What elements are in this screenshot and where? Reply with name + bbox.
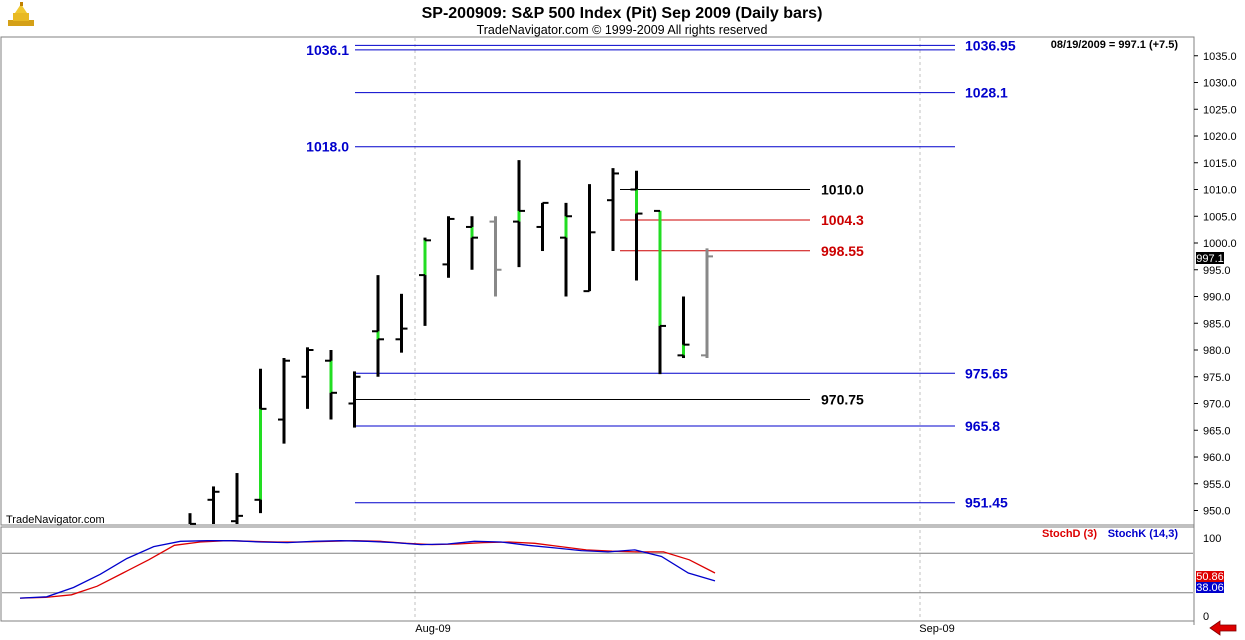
ohlc-bar	[607, 168, 619, 252]
y-tick-label: 1030.0	[1203, 78, 1237, 90]
y-tick-label: 955.0	[1203, 479, 1231, 491]
ohlc-bar	[372, 275, 384, 377]
level-label: 970.75	[821, 391, 864, 407]
logo	[8, 2, 34, 26]
trophy-icon	[8, 2, 34, 26]
price-levels: 1036.95 1036.1 1028.1 1018.0 1010.0 1004.3 998…	[306, 37, 1016, 510]
ohlc-bar	[466, 216, 478, 270]
ohlc-bar	[419, 237, 431, 326]
level-label: 1010.0	[821, 182, 864, 198]
level-label: 965.8	[965, 418, 1000, 434]
price-panel-frame	[0, 36, 1195, 526]
chart-title: SP-200909: S&P 500 Index (Pit) Sep 2009 …	[422, 5, 823, 22]
ohlc-bar	[513, 160, 525, 268]
stochastic-panel	[2, 540, 1193, 599]
x-tick-sep: Sep-09	[919, 623, 954, 635]
ohlc-bar	[325, 350, 337, 420]
y-tick-label: 970.0	[1203, 399, 1231, 411]
level-label: 951.45	[965, 495, 1008, 511]
level-label: 1036.1	[306, 42, 349, 58]
y-tick-label: 1035.0	[1203, 51, 1237, 63]
y-tick-label: 1015.0	[1203, 158, 1237, 170]
y-tick-label: 1005.0	[1203, 211, 1237, 223]
stoch-tick-100: 100	[1203, 533, 1221, 545]
y-tick-label: 1010.0	[1203, 185, 1237, 197]
ohlc-bar	[583, 184, 596, 293]
ohlc-bar	[254, 368, 267, 514]
level-label: 1028.1	[965, 85, 1008, 101]
ohlc-bar	[207, 486, 220, 524]
y-tick-label: 965.0	[1203, 425, 1231, 437]
x-tick-aug: Aug-09	[415, 623, 450, 635]
watermark: TradeNavigator.com	[6, 514, 105, 526]
ohlc-bar	[188, 513, 196, 525]
y-tick-label: 980.0	[1203, 345, 1231, 357]
chart-subtitle: TradeNavigator.com © 1999-2009 All right…	[477, 23, 768, 37]
level-label: 1036.95	[965, 37, 1016, 53]
ohlc-bar	[677, 296, 690, 359]
level-label: 975.65	[965, 365, 1008, 381]
ohlc-bar	[231, 473, 243, 524]
last-price-label: 997.1	[1196, 253, 1224, 265]
ohlc-bar	[560, 202, 572, 297]
ohlc-bar	[489, 216, 502, 297]
legend-stoch-k: StochK (14,3)	[1108, 528, 1179, 540]
ohlc-bar	[278, 358, 290, 444]
level-label: 1018.0	[306, 139, 349, 155]
stoch-k-line	[19, 540, 716, 599]
level-label: 998.55	[821, 243, 864, 259]
y-axis-ticks: 950.0 955.0 960.0 965.0 970.0 975.0 980.0 985.0…	[1194, 51, 1237, 518]
y-tick-label: 950.0	[1203, 506, 1231, 518]
last-price-marker: 997.1	[1196, 252, 1224, 265]
y-tick-label: 960.0	[1203, 452, 1231, 464]
ohlc-bar	[701, 248, 713, 359]
ohlc-bars	[188, 160, 713, 525]
ohlc-bar	[348, 371, 361, 428]
level-label: 1004.3	[821, 212, 864, 228]
ohlc-bar	[442, 216, 455, 278]
stoch-tick-0: 0	[1203, 611, 1209, 623]
y-tick-label: 1000.0	[1203, 238, 1237, 250]
stoch-d-last: 50.86	[1196, 571, 1224, 583]
y-tick-label: 995.0	[1203, 265, 1231, 277]
ohlc-bar	[395, 293, 408, 353]
ohlc-bar	[630, 170, 643, 281]
stoch-k-last: 38.06	[1196, 582, 1224, 594]
y-tick-label: 1020.0	[1203, 131, 1237, 143]
ohlc-bar	[301, 347, 314, 409]
y-tick-label: 975.0	[1203, 372, 1231, 384]
y-tick-label: 1025.0	[1203, 104, 1237, 116]
ohlc-bar	[536, 201, 549, 252]
legend-stoch-d: StochD (3)	[1042, 528, 1097, 540]
stoch-last-values: 50.86 38.06	[1196, 571, 1224, 594]
ohlc-bar	[654, 209, 666, 375]
y-tick-label: 985.0	[1203, 318, 1231, 330]
scroll-left-arrow-icon[interactable]	[1205, 620, 1239, 636]
price-readout: 08/19/2009 = 997.1 (+7.5)	[1051, 39, 1179, 51]
y-tick-label: 990.0	[1203, 292, 1231, 304]
